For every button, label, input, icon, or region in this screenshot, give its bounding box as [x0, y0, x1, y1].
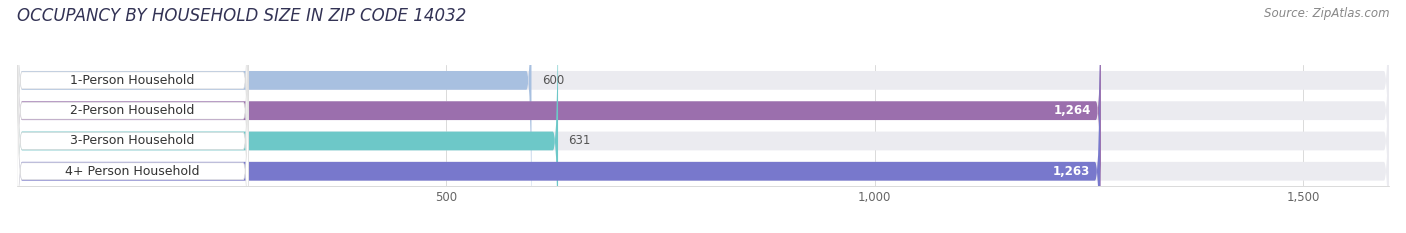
- FancyBboxPatch shape: [17, 0, 249, 233]
- FancyBboxPatch shape: [17, 0, 1101, 233]
- FancyBboxPatch shape: [17, 0, 249, 233]
- FancyBboxPatch shape: [17, 0, 1389, 233]
- Text: 600: 600: [541, 74, 564, 87]
- Text: OCCUPANCY BY HOUSEHOLD SIZE IN ZIP CODE 14032: OCCUPANCY BY HOUSEHOLD SIZE IN ZIP CODE …: [17, 7, 467, 25]
- FancyBboxPatch shape: [17, 0, 249, 233]
- FancyBboxPatch shape: [17, 0, 249, 233]
- Text: Source: ZipAtlas.com: Source: ZipAtlas.com: [1264, 7, 1389, 20]
- FancyBboxPatch shape: [17, 0, 1389, 233]
- Text: 3-Person Household: 3-Person Household: [70, 134, 195, 147]
- Text: 631: 631: [568, 134, 591, 147]
- Text: 4+ Person Household: 4+ Person Household: [66, 165, 200, 178]
- FancyBboxPatch shape: [17, 0, 531, 233]
- Text: 1,264: 1,264: [1053, 104, 1091, 117]
- FancyBboxPatch shape: [17, 0, 1389, 233]
- Text: 1-Person Household: 1-Person Household: [70, 74, 195, 87]
- FancyBboxPatch shape: [17, 0, 1389, 233]
- Text: 1,263: 1,263: [1053, 165, 1090, 178]
- Text: 2-Person Household: 2-Person Household: [70, 104, 195, 117]
- FancyBboxPatch shape: [17, 0, 1099, 233]
- FancyBboxPatch shape: [17, 0, 558, 233]
